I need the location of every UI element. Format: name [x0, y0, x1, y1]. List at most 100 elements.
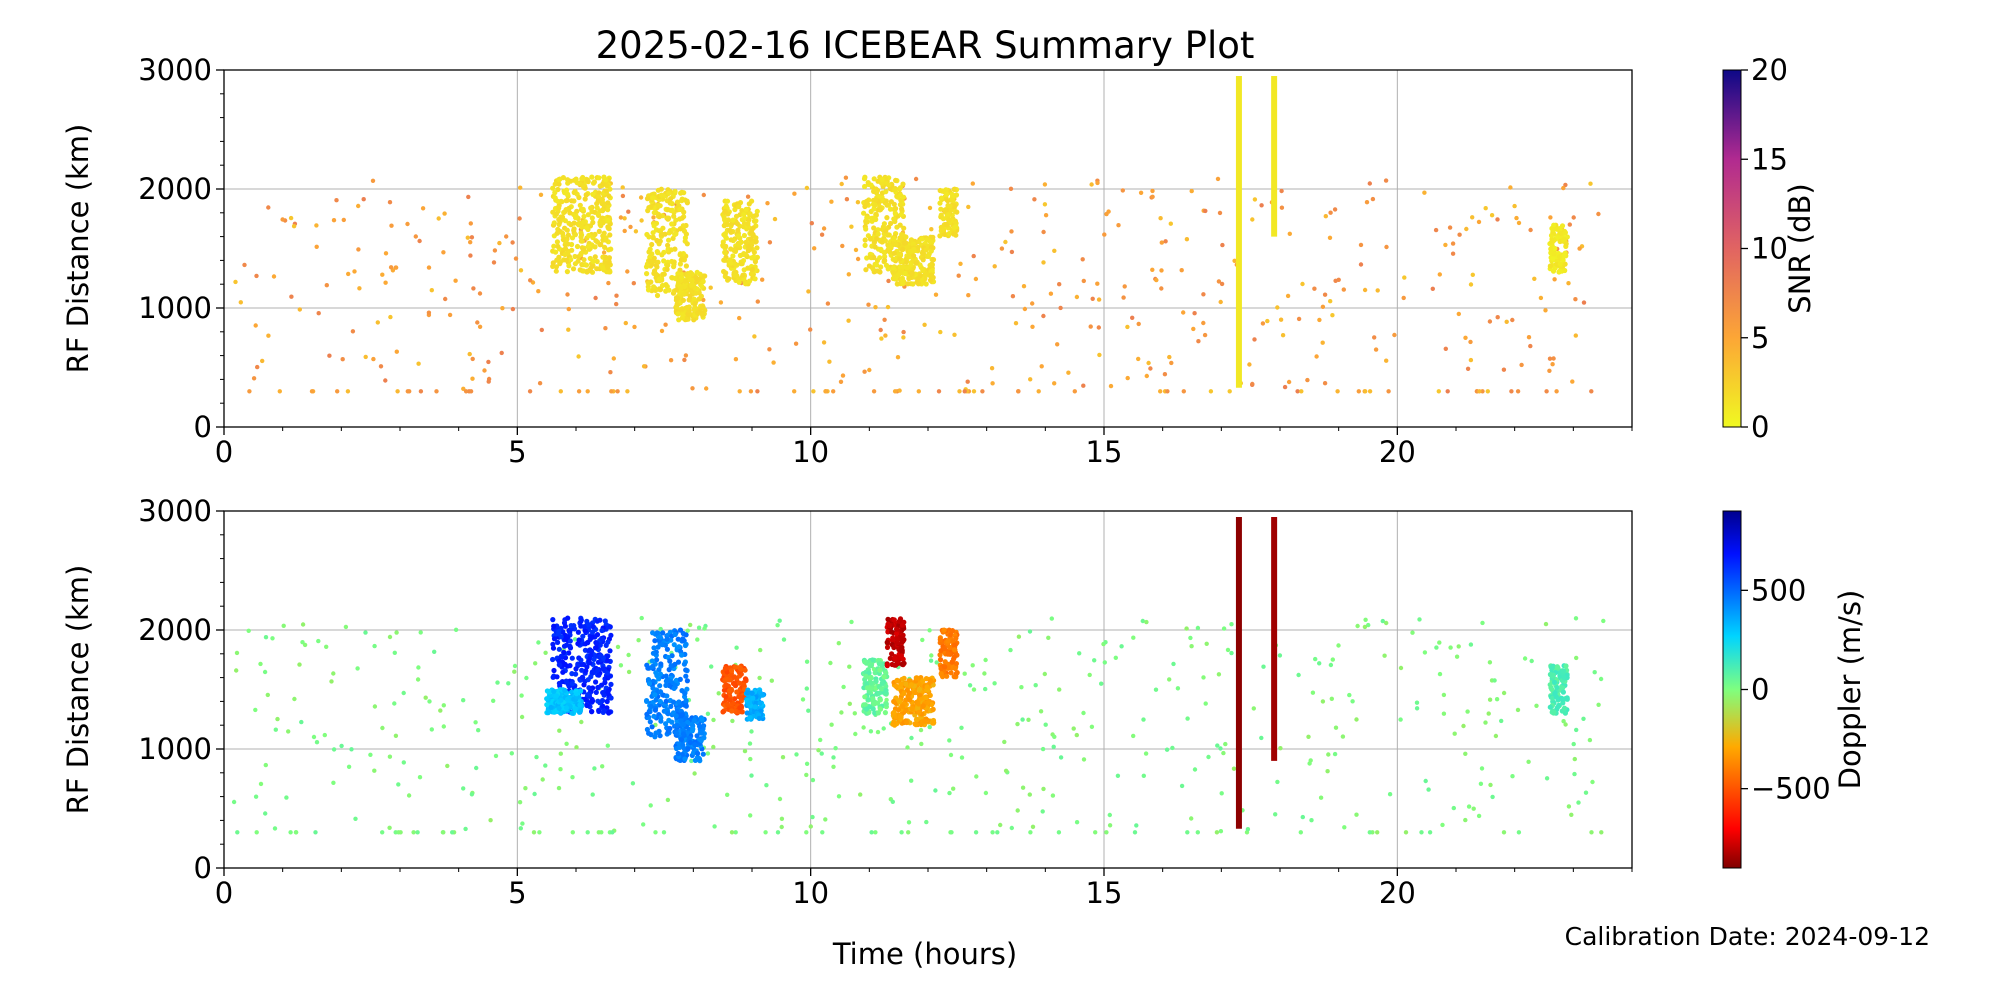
scatter-point: [1134, 823, 1139, 828]
cluster-point: [749, 266, 756, 272]
scatter-point: [1154, 277, 1159, 283]
scatter-point: [956, 273, 961, 278]
scatter-point: [804, 830, 809, 835]
cluster-point: [584, 268, 591, 274]
scatter-point: [1042, 202, 1048, 207]
scatter-point: [434, 389, 439, 394]
cluster-point: [873, 197, 879, 203]
cluster-point: [879, 680, 885, 687]
scatter-point: [1384, 620, 1389, 626]
cluster-point: [890, 635, 896, 641]
cluster-point: [728, 260, 734, 266]
cluster-point: [579, 667, 585, 673]
scatter-point: [1590, 779, 1595, 785]
scatter-point: [1320, 699, 1326, 704]
scatter-point: [461, 698, 466, 703]
scatter-point: [363, 630, 368, 635]
scatter-point: [1309, 818, 1314, 823]
cluster-point: [684, 686, 690, 692]
scatter-point: [469, 792, 475, 797]
scatter-point: [1107, 812, 1113, 818]
cluster-point: [679, 652, 685, 658]
cluster-point: [557, 261, 563, 267]
scatter-point: [1450, 241, 1456, 246]
scatter-point: [1259, 735, 1264, 741]
scatter-point: [475, 320, 480, 325]
scatter-point: [1089, 724, 1095, 729]
scatter-point: [517, 800, 523, 805]
scatter-point: [927, 628, 932, 633]
cluster-point: [683, 703, 689, 709]
cluster-point: [900, 264, 906, 270]
cluster-point: [575, 629, 582, 635]
cluster-point: [937, 652, 943, 658]
scatter-point: [1468, 282, 1474, 287]
scatter-point: [387, 200, 393, 205]
scatter-point: [1313, 656, 1318, 662]
cluster-point: [721, 214, 727, 220]
cluster-point: [900, 622, 906, 628]
scatter-point: [277, 389, 282, 394]
cluster-point: [669, 201, 675, 207]
cluster-point: [951, 186, 957, 192]
scatter-point: [1020, 785, 1026, 790]
cluster-point: [592, 254, 598, 260]
scatter-point: [827, 359, 832, 364]
y-tick-label: 3000: [138, 53, 212, 87]
cluster-point: [598, 653, 604, 659]
scatter-point: [1392, 332, 1397, 338]
scatter-point: [711, 744, 716, 750]
cluster-point: [875, 231, 881, 237]
scatter-point: [565, 292, 570, 297]
cluster-point: [572, 188, 578, 194]
scatter-point: [690, 386, 695, 391]
cluster-point: [951, 231, 957, 237]
scatter-point: [450, 830, 455, 835]
cluster-point: [944, 673, 950, 679]
scatter-point: [804, 761, 810, 766]
scatter-point: [659, 328, 665, 334]
cluster-point: [687, 739, 694, 746]
scatter-point: [512, 663, 518, 669]
scatter-point: [1229, 622, 1234, 627]
cluster-point: [1547, 682, 1553, 688]
cluster-point: [562, 251, 568, 258]
cluster-point: [587, 660, 593, 666]
scatter-point: [343, 624, 349, 630]
cluster-point: [752, 276, 758, 282]
cluster-point: [585, 677, 591, 683]
cluster-point: [569, 710, 575, 716]
cluster-point: [652, 707, 659, 713]
scatter-point: [411, 830, 416, 835]
cluster-point: [606, 193, 612, 199]
cluster-point: [554, 257, 560, 263]
scatter-point: [1486, 711, 1491, 716]
cluster-point: [591, 656, 597, 663]
scatter-point: [1130, 315, 1135, 320]
scatter-point: [349, 747, 354, 752]
scatter-point: [1572, 756, 1578, 762]
cluster-point: [676, 699, 682, 705]
cluster-point: [892, 210, 898, 216]
scatter-point: [1202, 332, 1208, 338]
scatter-point: [920, 637, 925, 643]
scatter-point: [792, 191, 797, 196]
cluster-point: [657, 733, 663, 739]
scatter-point: [712, 824, 717, 829]
scatter-point: [1320, 340, 1325, 345]
cluster-point: [604, 269, 610, 275]
scatter-point: [1363, 389, 1368, 394]
scatter-point: [695, 637, 700, 642]
scatter-point: [873, 830, 878, 835]
cluster-point: [679, 688, 685, 694]
cluster-point: [894, 626, 900, 632]
cluster-point: [863, 226, 869, 232]
scatter-point: [1592, 670, 1597, 675]
cluster-point: [658, 661, 664, 667]
cluster-point: [585, 243, 592, 249]
scatter-point: [297, 307, 302, 312]
scatter-point: [1528, 343, 1533, 349]
cluster-point: [904, 687, 910, 693]
scatter-point: [266, 205, 271, 210]
scatter-point: [1055, 342, 1060, 347]
